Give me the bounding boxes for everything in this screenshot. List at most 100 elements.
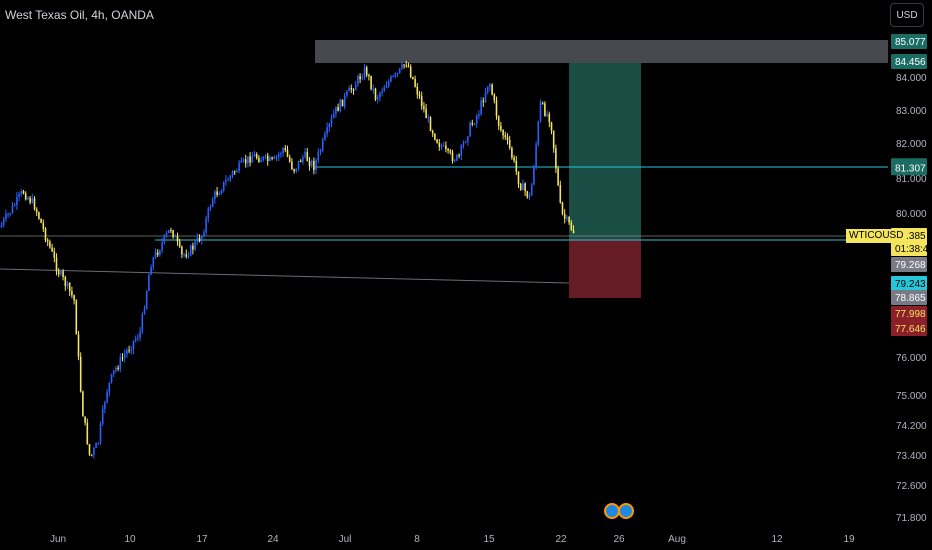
x-tick-label: 26 bbox=[613, 534, 625, 545]
candle bbox=[350, 87, 353, 90]
candle bbox=[214, 191, 216, 200]
candle bbox=[79, 356, 82, 392]
candle bbox=[442, 145, 445, 147]
candle bbox=[409, 66, 412, 78]
event-marker-icon[interactable] bbox=[618, 503, 634, 519]
candle bbox=[348, 87, 350, 92]
candle bbox=[390, 76, 392, 82]
currency-selector[interactable]: USD bbox=[890, 3, 924, 27]
candle bbox=[99, 423, 102, 443]
candle bbox=[126, 350, 128, 355]
candle bbox=[381, 91, 383, 93]
y-tick-label: 76.000 bbox=[896, 353, 927, 364]
candle bbox=[128, 350, 130, 352]
price-label-p79243: 79.243 bbox=[895, 279, 926, 290]
candle bbox=[363, 67, 366, 79]
y-tick-label: 71.800 bbox=[896, 513, 927, 524]
candle bbox=[533, 167, 535, 185]
candle bbox=[152, 257, 155, 268]
event-marker-icon[interactable] bbox=[604, 503, 620, 519]
candle bbox=[189, 245, 192, 256]
candle bbox=[247, 156, 249, 164]
candle bbox=[82, 391, 84, 417]
candle bbox=[335, 106, 337, 114]
candle bbox=[429, 117, 432, 131]
price-label-box bbox=[891, 276, 927, 291]
candle bbox=[163, 235, 166, 243]
candle bbox=[55, 257, 58, 272]
candle bbox=[227, 179, 229, 181]
candle bbox=[68, 282, 71, 292]
candle bbox=[489, 84, 491, 87]
candle bbox=[176, 236, 179, 242]
candle bbox=[192, 245, 194, 250]
candle bbox=[502, 130, 504, 136]
x-tick-label: 24 bbox=[267, 534, 279, 545]
candle bbox=[447, 148, 449, 151]
candle bbox=[464, 141, 467, 143]
candle bbox=[255, 154, 258, 159]
candle bbox=[154, 252, 157, 258]
candle bbox=[225, 179, 227, 182]
candle bbox=[121, 357, 124, 359]
candle bbox=[418, 94, 421, 97]
candle bbox=[264, 155, 267, 157]
candle bbox=[537, 121, 540, 145]
time-axis: Jun 10 17 24 Jul 8 15 22 26 Aug 12 19 bbox=[50, 534, 855, 545]
candle bbox=[205, 218, 207, 233]
candle bbox=[64, 276, 67, 287]
candle bbox=[20, 191, 23, 194]
candle bbox=[216, 191, 218, 195]
candle bbox=[38, 212, 40, 219]
target-zone bbox=[569, 63, 641, 239]
zones-layer bbox=[315, 40, 888, 298]
candle bbox=[440, 146, 443, 148]
candle bbox=[306, 151, 309, 162]
candle bbox=[271, 157, 273, 159]
candle bbox=[434, 133, 436, 140]
price-label-p81307: 81.307 bbox=[895, 163, 926, 174]
candle bbox=[106, 392, 108, 403]
candle bbox=[475, 115, 478, 124]
candle bbox=[557, 168, 559, 186]
price-label-box bbox=[891, 257, 927, 272]
candle bbox=[339, 99, 342, 112]
price-label-p79385: 79.385 bbox=[895, 231, 926, 242]
candles-layer bbox=[0, 60, 575, 459]
candle bbox=[445, 145, 447, 149]
candle bbox=[541, 102, 544, 104]
candle bbox=[341, 99, 344, 107]
candle bbox=[211, 199, 214, 207]
candle bbox=[304, 151, 306, 157]
candle bbox=[170, 229, 172, 231]
candle bbox=[222, 181, 225, 191]
candle bbox=[183, 254, 185, 256]
candle bbox=[9, 212, 12, 214]
event-markers[interactable] bbox=[604, 503, 634, 519]
candle bbox=[71, 291, 73, 296]
x-tick-label: 12 bbox=[771, 534, 783, 545]
candle bbox=[13, 205, 16, 207]
candle bbox=[484, 92, 487, 103]
x-tick-label: 22 bbox=[555, 534, 567, 545]
candle bbox=[40, 218, 42, 223]
y-tick-label: 83.000 bbox=[896, 106, 927, 117]
candle bbox=[86, 422, 89, 445]
candle bbox=[73, 295, 75, 301]
candle bbox=[515, 160, 518, 172]
candle bbox=[187, 255, 190, 257]
resistance-zone bbox=[315, 40, 888, 63]
price-label-box bbox=[891, 160, 927, 176]
lines-layer bbox=[0, 166, 888, 284]
candle bbox=[550, 122, 553, 131]
candle bbox=[431, 130, 434, 134]
candle bbox=[396, 73, 399, 75]
candle bbox=[148, 274, 150, 291]
candle bbox=[110, 373, 113, 383]
y-tick-label: 80.000 bbox=[896, 209, 927, 220]
candle bbox=[198, 237, 201, 242]
price-label-p84456: 84.456 bbox=[895, 57, 926, 68]
candle bbox=[376, 97, 379, 100]
candle bbox=[145, 290, 148, 309]
